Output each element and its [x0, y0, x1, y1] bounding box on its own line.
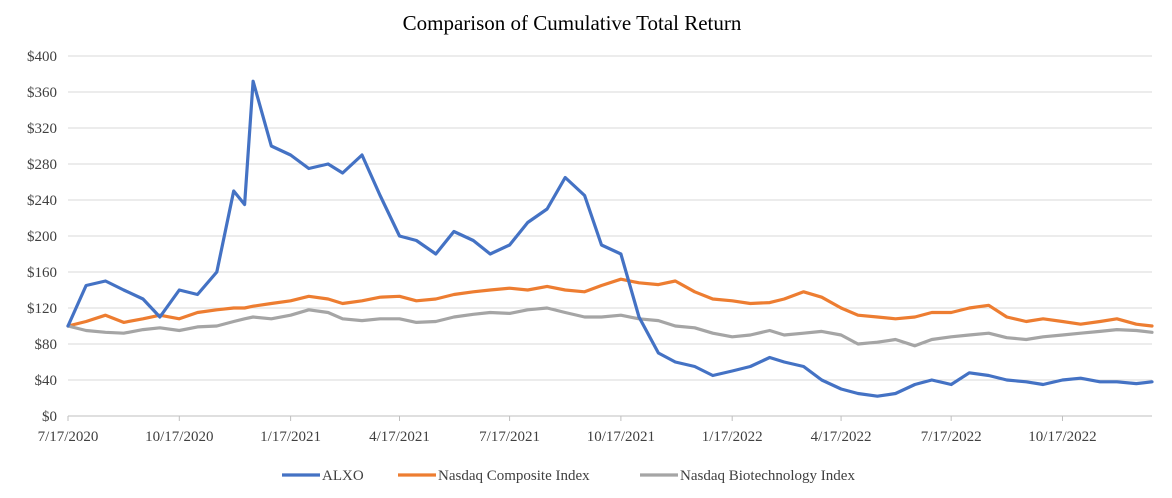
y-tick-label: $320	[27, 121, 57, 137]
gridlines	[68, 55, 1152, 417]
y-tick-label: $0	[42, 409, 57, 425]
y-tick-label: $280	[27, 157, 57, 173]
y-tick-label: $160	[27, 265, 57, 281]
y-axis-ticks: $0 $40 $80 $120 $160 $200 $240 $280 $320 $360 $400	[27, 49, 57, 425]
series-lines	[66, 79, 1154, 398]
x-tick-label: 4/17/2021	[369, 429, 430, 445]
legend: ALXO Nasdaq Composite Index Nasdaq Biotech…	[282, 468, 855, 484]
x-tick-label: 4/17/2022	[811, 429, 872, 445]
x-tick-label: 7/17/2020	[38, 429, 99, 445]
legend-label: Nasdaq Biotechnology Index	[680, 468, 855, 484]
y-tick-label: $360	[27, 85, 57, 101]
y-tick-label: $400	[27, 49, 57, 65]
series-line-0	[66, 79, 1154, 398]
x-tick-label: 10/17/2022	[1028, 429, 1096, 445]
x-tick-label: 7/17/2021	[479, 429, 540, 445]
x-tick-label: 1/17/2022	[702, 429, 763, 445]
legend-label: Nasdaq Composite Index	[438, 468, 590, 484]
x-tick-label: 7/17/2022	[921, 429, 982, 445]
y-tick-label: $40	[35, 373, 58, 389]
y-tick-label: $80	[35, 337, 58, 353]
x-tick-label: 10/17/2021	[587, 429, 655, 445]
x-axis-ticks: 7/17/2020 10/17/2020 1/17/2021 4/17/2021 7/1…	[38, 416, 1097, 445]
y-tick-label: $200	[27, 229, 57, 245]
y-tick-label: $120	[27, 301, 57, 317]
series-line-2	[66, 306, 1154, 348]
x-tick-label: 10/17/2020	[145, 429, 213, 445]
legend-label: ALXO	[322, 468, 364, 484]
series-line-1	[66, 277, 1154, 328]
y-tick-label: $240	[27, 193, 57, 209]
x-tick-label: 1/17/2021	[260, 429, 321, 445]
chart-title: Comparison of Cumulative Total Return	[403, 11, 742, 35]
